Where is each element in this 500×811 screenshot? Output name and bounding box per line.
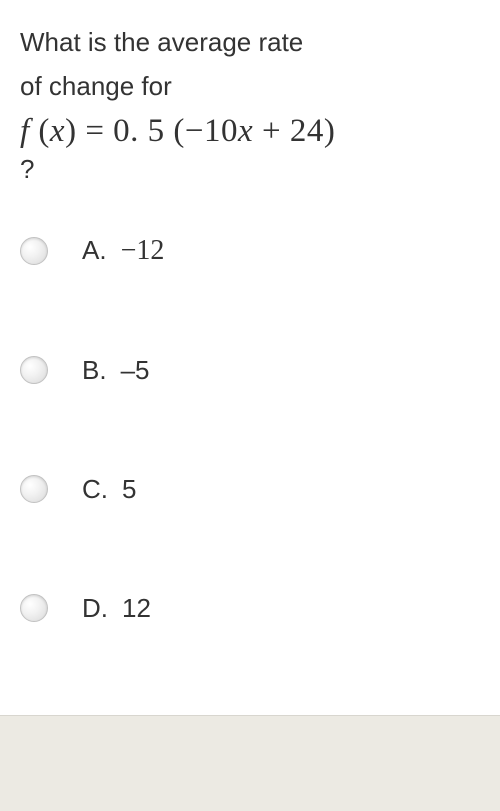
question-mark: ? <box>20 154 480 185</box>
option-value: −12 <box>121 235 165 267</box>
option-a[interactable]: A. −12 <box>20 235 480 267</box>
radio-icon[interactable] <box>20 594 48 622</box>
option-value: –5 <box>121 355 150 386</box>
radio-icon[interactable] <box>20 237 48 265</box>
option-value: 12 <box>122 593 151 624</box>
question-block: What is the average rate of change for f… <box>0 0 500 624</box>
formula-close-eq: ) = 0. 5 ( <box>65 113 185 149</box>
option-label: D. 12 <box>82 593 151 624</box>
options-list: A. −12 B. –5 C. 5 D. 12 <box>20 235 480 624</box>
radio-icon[interactable] <box>20 475 48 503</box>
formula-f: f <box>20 113 30 149</box>
formula-open: ( <box>38 113 50 149</box>
option-letter: A. <box>82 235 107 266</box>
formula-plus: + 24) <box>253 113 335 149</box>
option-label: C. 5 <box>82 474 136 505</box>
question-line-2: of change for <box>20 68 480 104</box>
option-label: B. –5 <box>82 355 150 386</box>
footer-bar <box>0 715 500 811</box>
option-b[interactable]: B. –5 <box>20 355 480 386</box>
radio-icon[interactable] <box>20 356 48 384</box>
option-letter: C. <box>82 474 108 505</box>
formula-minus: −10 <box>185 113 238 149</box>
option-d[interactable]: D. 12 <box>20 593 480 624</box>
formula-x1: x <box>50 113 65 149</box>
option-label: A. −12 <box>82 235 164 267</box>
option-c[interactable]: C. 5 <box>20 474 480 505</box>
option-letter: B. <box>82 355 107 386</box>
option-letter: D. <box>82 593 108 624</box>
question-line-1: What is the average rate <box>20 24 480 60</box>
question-formula: f (x) = 0. 5 (−10x + 24) <box>20 113 480 150</box>
formula-x2: x <box>238 113 253 149</box>
option-value: 5 <box>122 474 136 505</box>
